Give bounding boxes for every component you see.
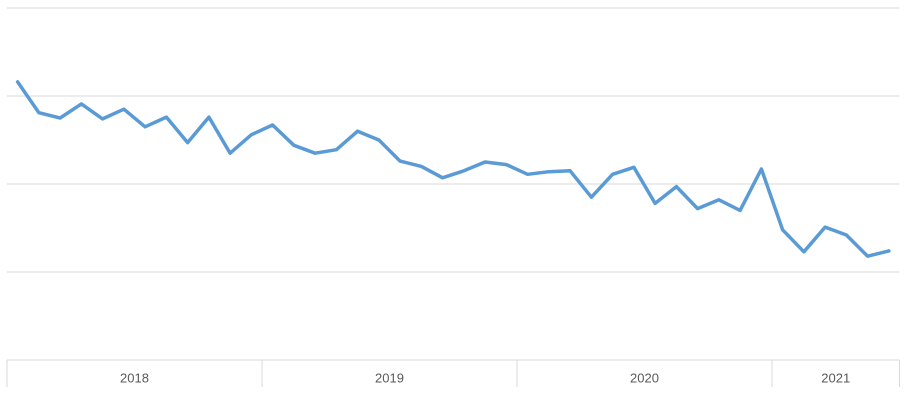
x-group-label: 2020 <box>630 370 659 385</box>
x-group-label: 2018 <box>120 370 149 385</box>
data-line <box>15 80 891 258</box>
x-group-label: 2019 <box>375 370 404 385</box>
x-group-label: 2021 <box>821 370 850 385</box>
